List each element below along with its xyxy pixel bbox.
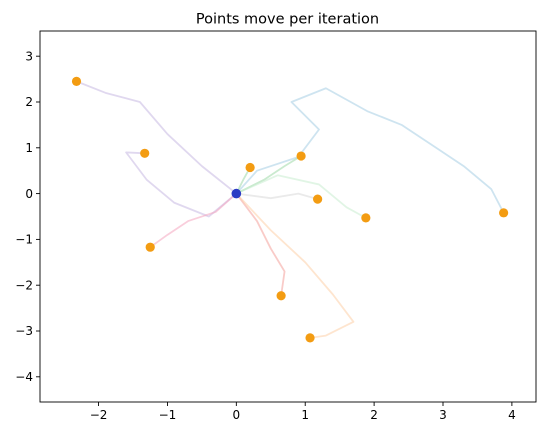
trajectory-line xyxy=(76,80,237,195)
y-tick-label: 3 xyxy=(25,49,33,63)
trajectory-line xyxy=(235,174,367,219)
x-tick-label: 2 xyxy=(370,408,378,422)
plot-frame xyxy=(39,30,537,403)
x-tick-label: −2 xyxy=(90,408,108,422)
x-tick-label: 4 xyxy=(508,408,516,422)
start-point-marker xyxy=(231,188,242,199)
endpoint-marker xyxy=(361,213,371,223)
trajectory-line xyxy=(235,87,505,214)
y-tick-label: −2 xyxy=(15,278,33,292)
y-tick-label: −4 xyxy=(15,370,33,384)
trajectory-line xyxy=(125,151,237,218)
x-tick-label: 3 xyxy=(439,408,447,422)
endpoint-marker xyxy=(305,333,315,343)
endpoint-marker xyxy=(71,76,82,86)
trajectory-line xyxy=(235,193,286,296)
endpoint-marker xyxy=(499,208,509,218)
x-tick-label: −1 xyxy=(159,408,177,422)
endpoint-marker xyxy=(145,242,155,252)
y-tick-label: 0 xyxy=(25,187,33,201)
axes-layer: −2 −1 0 1 2 3 4 −4 −3 −2 −1 0 1 2 3 xyxy=(15,49,515,422)
y-tick-label: −1 xyxy=(15,233,33,247)
trajectory-line xyxy=(236,192,318,200)
points-layer xyxy=(71,76,509,343)
trajectory-layer xyxy=(76,80,505,339)
y-tick-label: −3 xyxy=(15,324,33,338)
y-tick-label: 2 xyxy=(25,95,33,109)
trajectory-line xyxy=(235,167,251,195)
endpoint-marker xyxy=(296,151,306,161)
trajectory-line xyxy=(235,192,355,339)
trajectory-line xyxy=(149,192,237,248)
y-tick-label: 1 xyxy=(25,141,33,155)
endpoint-marker xyxy=(276,291,286,301)
endpoint-marker xyxy=(313,194,323,204)
endpoint-marker xyxy=(140,148,150,158)
x-tick-label: 0 xyxy=(233,408,241,422)
x-tick-label: 1 xyxy=(301,408,309,422)
endpoint-marker xyxy=(245,162,255,173)
chart-title: Points move per iteration xyxy=(196,12,379,28)
